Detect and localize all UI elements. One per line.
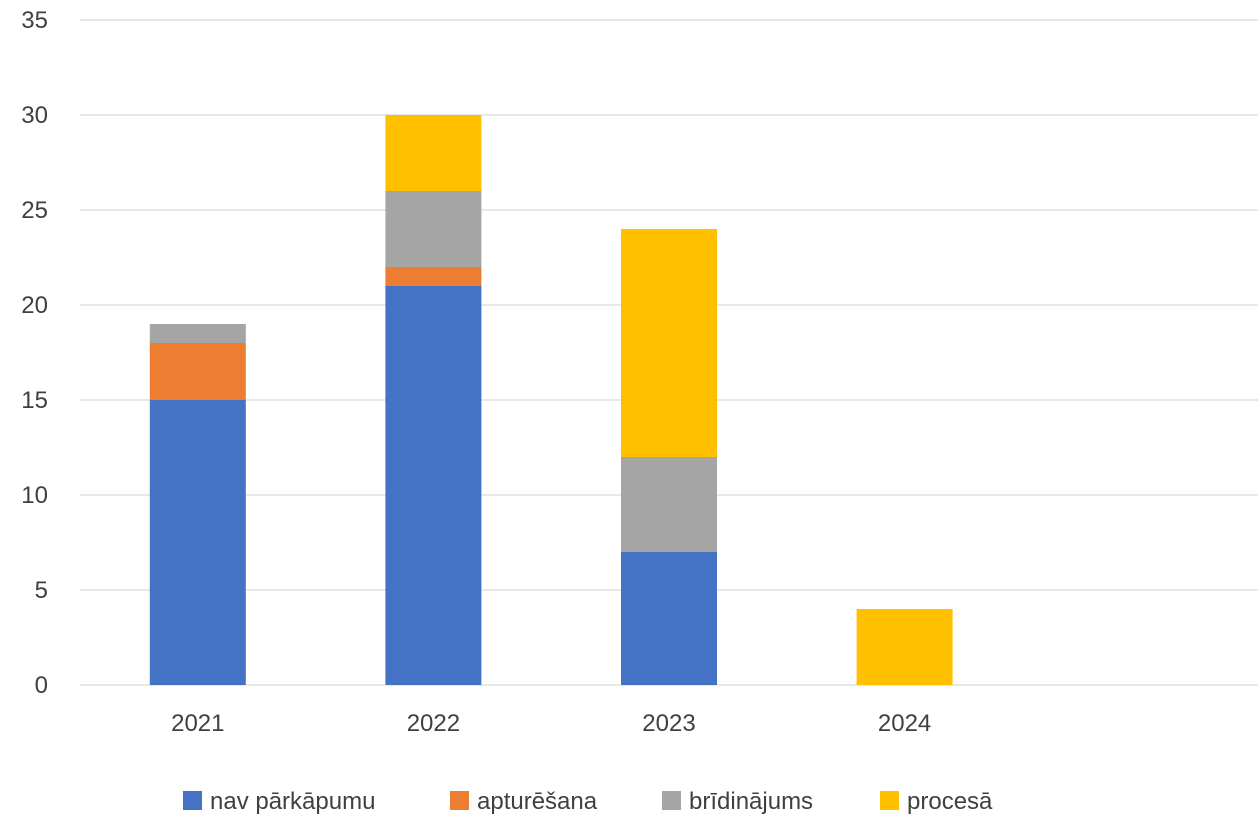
y-tick-label: 0 (35, 672, 48, 699)
legend-label: apturēšana (477, 788, 598, 815)
x-tick-label: 2022 (407, 710, 460, 737)
legend-item: apturēšana (450, 788, 598, 815)
bar-2023-series-3 (621, 229, 717, 457)
bar-2024-series-3 (856, 609, 953, 685)
bar-2021-series-0 (149, 400, 246, 685)
legend-label: brīdinājums (689, 788, 813, 815)
bar-2022-series-3 (385, 115, 482, 191)
bar-2022-series-1 (385, 267, 482, 286)
legend-swatch (450, 791, 469, 810)
legend-swatch (662, 791, 681, 810)
bar-2022-series-0 (385, 286, 482, 685)
legend-item: nav pārkāpumu (183, 788, 375, 815)
y-tick-label: 10 (21, 482, 48, 509)
y-tick-label: 35 (21, 7, 48, 34)
legend-swatch (183, 791, 202, 810)
y-tick-label: 25 (21, 197, 48, 224)
legend-label: nav pārkāpumu (210, 788, 375, 815)
bar-2022-series-2 (385, 191, 482, 267)
legend-swatch (880, 791, 899, 810)
x-tick-label: 2024 (878, 710, 931, 737)
bars (149, 115, 953, 685)
legend: nav pārkāpumu apturēšana brīdinājums proces… (183, 788, 993, 815)
legend-label: procesā (907, 788, 993, 815)
x-tick-label: 2021 (171, 710, 224, 737)
legend-item: procesā (880, 788, 993, 815)
bar-2023-series-2 (621, 457, 717, 552)
y-tick-label: 15 (21, 387, 48, 414)
y-tick-label: 20 (21, 292, 48, 319)
y-tick-label: 5 (35, 577, 48, 604)
bar-2021-series-1 (149, 343, 246, 400)
bar-2023-series-0 (621, 552, 717, 685)
y-axis-ticks: 0 5 10 15 20 25 30 35 (21, 7, 48, 699)
x-tick-label: 2023 (642, 710, 695, 737)
legend-item: brīdinājums (662, 788, 813, 815)
bar-2021-series-2 (149, 324, 246, 343)
x-axis-ticks: 2021 2022 2023 2024 (171, 710, 931, 737)
y-tick-label: 30 (21, 102, 48, 129)
